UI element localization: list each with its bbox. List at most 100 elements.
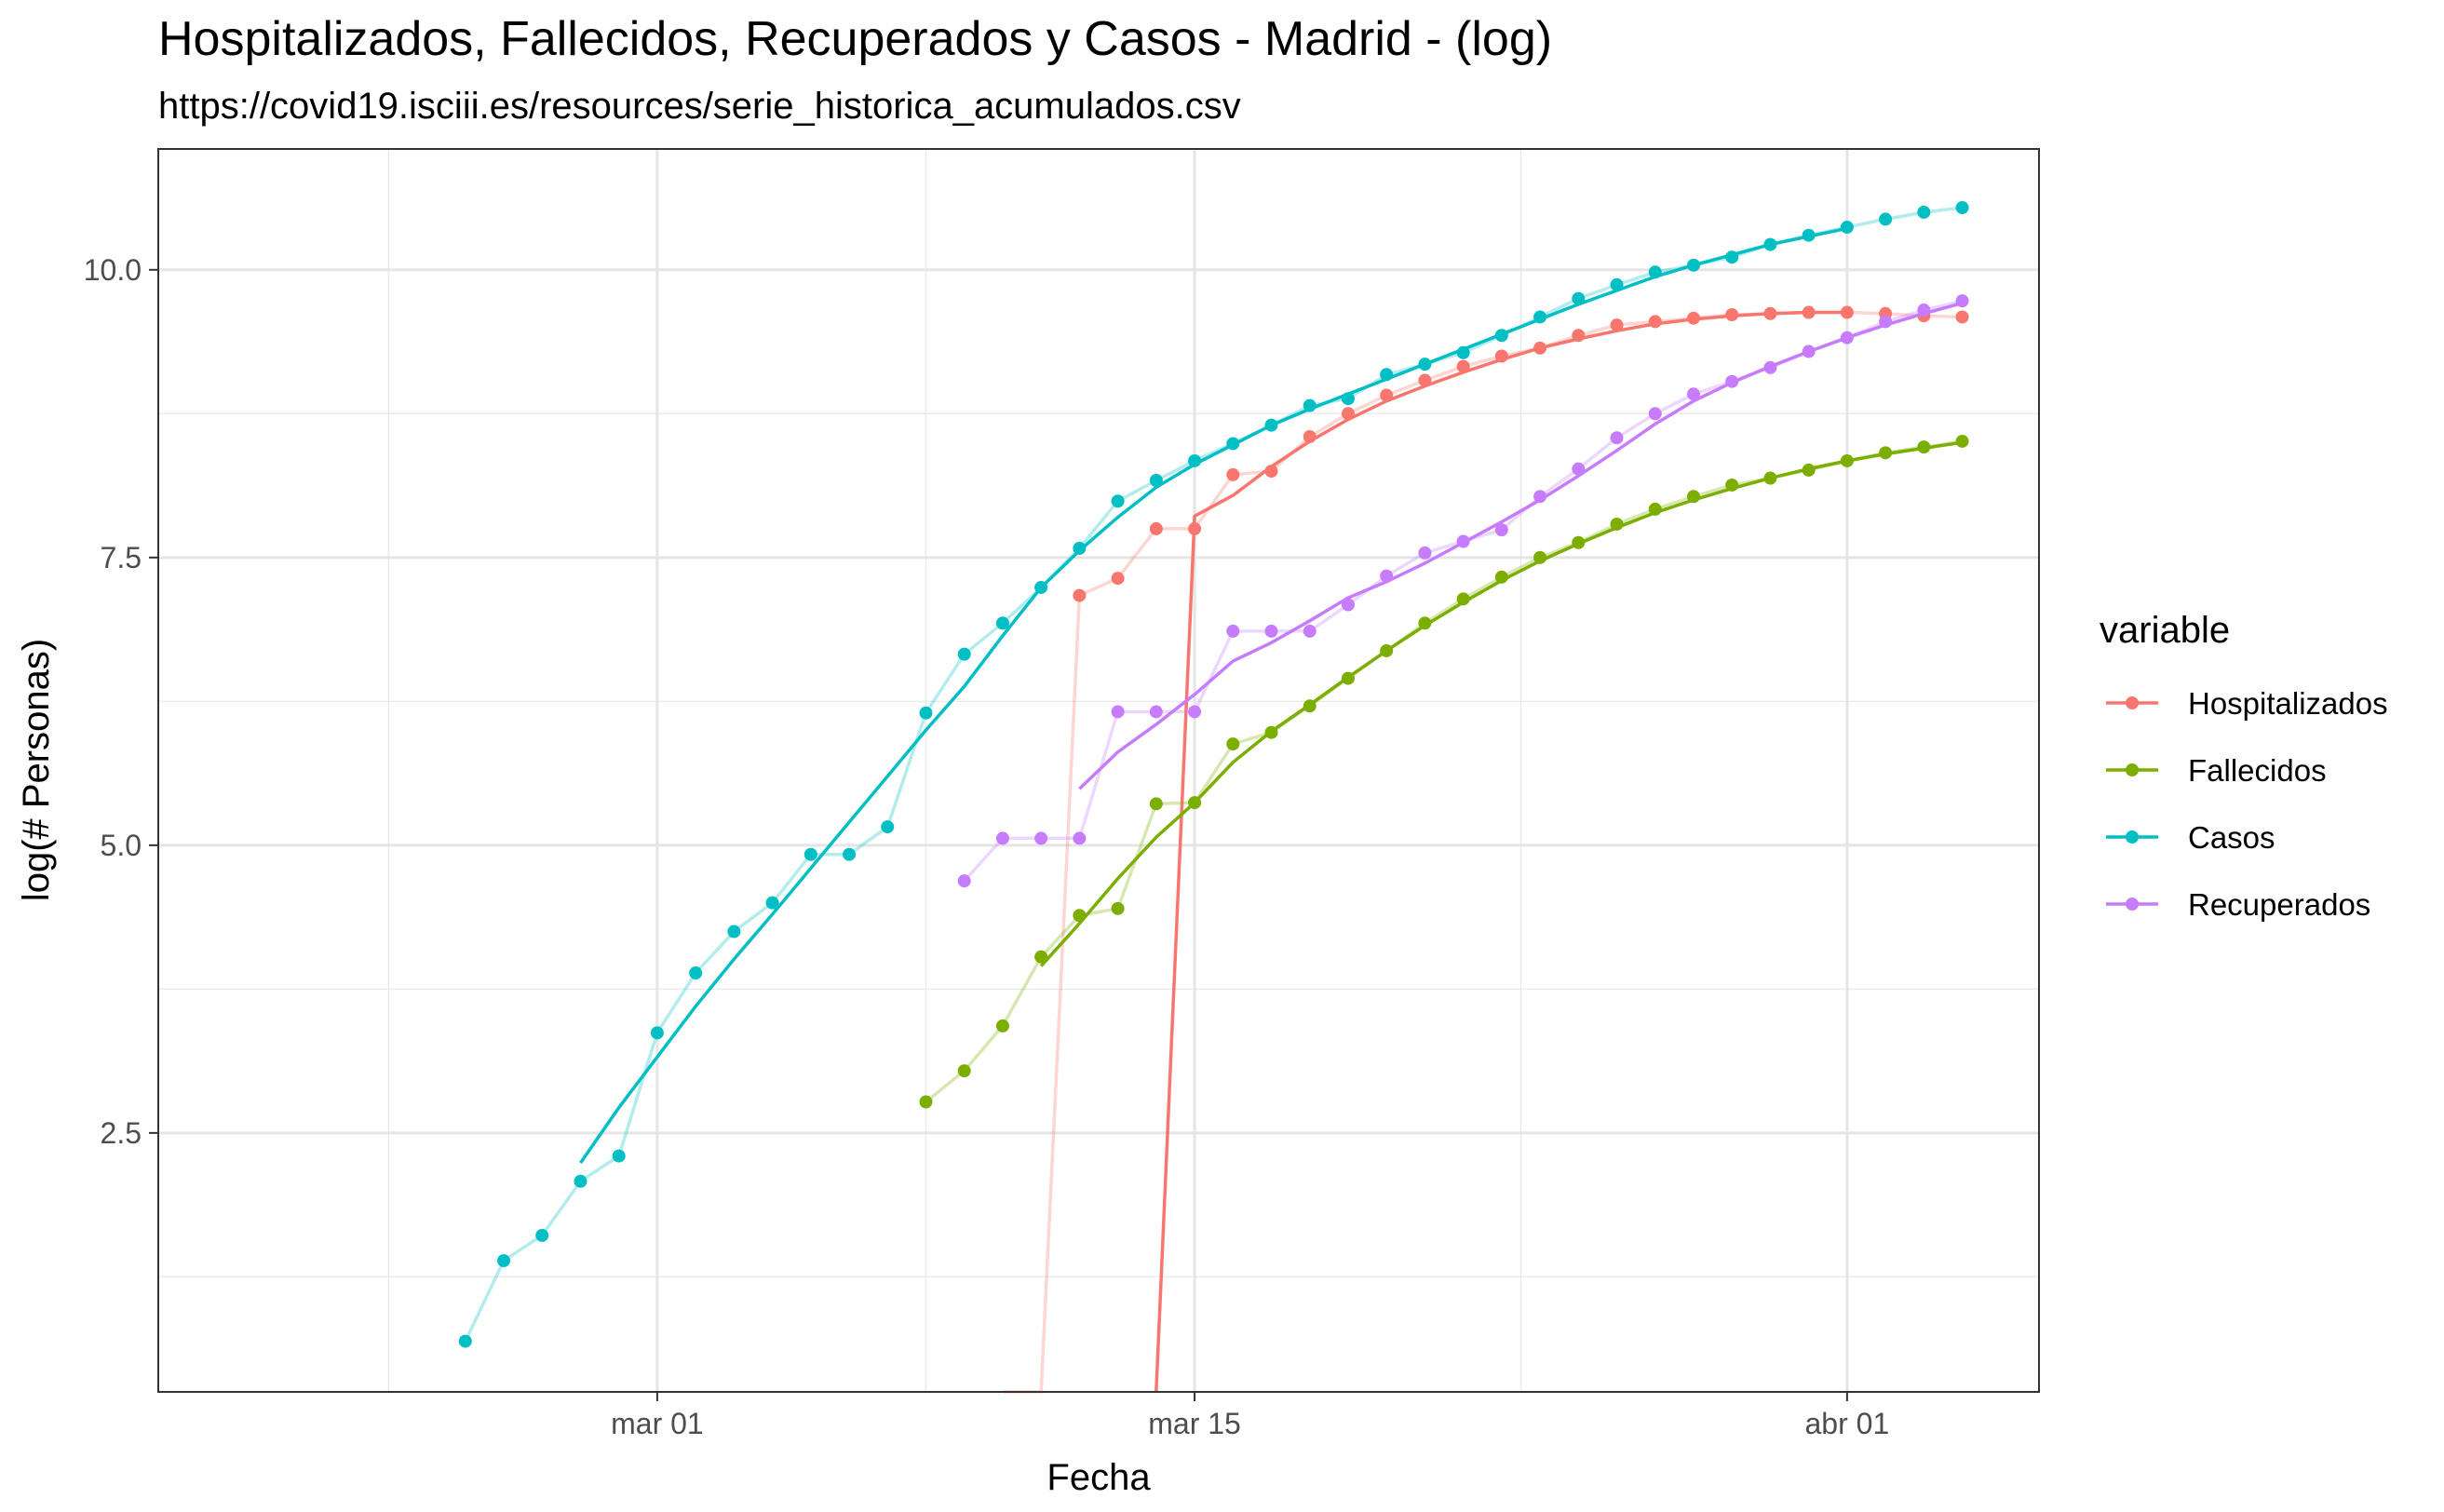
data-point-casos — [1917, 205, 1931, 219]
data-point-fallecidos — [1648, 502, 1662, 516]
data-point-casos — [1610, 277, 1624, 291]
data-point-recuperados — [1418, 546, 1432, 560]
data-point-recuperados — [1763, 360, 1777, 374]
data-point-fallecidos — [1380, 643, 1394, 657]
data-point-hospitalizados — [1533, 341, 1547, 355]
data-point-recuperados — [1917, 304, 1931, 317]
data-point-fallecidos — [995, 1019, 1009, 1033]
data-point-fallecidos — [919, 1095, 933, 1109]
data-point-recuperados — [1802, 344, 1816, 358]
data-point-recuperados — [1264, 624, 1278, 638]
series-recuperados — [957, 294, 1969, 888]
data-point-casos — [535, 1228, 549, 1242]
legend-label: Hospitalizados — [2188, 686, 2388, 721]
data-point-hospitalizados — [1763, 306, 1777, 320]
data-point-fallecidos — [1073, 909, 1087, 923]
data-point-fallecidos — [1111, 901, 1125, 915]
x-tick-label: mar 15 — [1148, 1407, 1241, 1440]
data-point-hospitalizados — [1456, 359, 1470, 373]
data-point-casos — [995, 616, 1009, 630]
legend-key-point — [2126, 763, 2139, 776]
data-point-hospitalizados — [1380, 388, 1394, 402]
data-point-casos — [803, 847, 817, 861]
data-point-hospitalizados — [1725, 308, 1739, 321]
data-point-casos — [1533, 310, 1547, 324]
data-point-casos — [1572, 291, 1586, 305]
chart-subtitle: https://covid19.isciii.es/resources/seri… — [158, 86, 1241, 127]
data-point-hospitalizados — [1955, 310, 1969, 324]
data-point-fallecidos — [1264, 725, 1278, 739]
data-point-recuperados — [1341, 598, 1355, 612]
data-point-fallecidos — [1802, 463, 1816, 477]
data-point-casos — [1686, 258, 1700, 272]
data-point-fallecidos — [1149, 797, 1163, 811]
data-point-fallecidos — [1034, 950, 1048, 964]
plot-panel-border — [157, 148, 2040, 1393]
data-point-casos — [1955, 201, 1969, 215]
data-point-casos — [1802, 228, 1816, 242]
data-point-recuperados — [1572, 462, 1586, 476]
data-point-casos — [957, 647, 971, 661]
data-point-casos — [1149, 474, 1163, 487]
data-point-casos — [1341, 392, 1355, 406]
data-point-fallecidos — [1879, 446, 1893, 460]
data-point-hospitalizados — [1226, 467, 1240, 481]
data-point-casos — [1725, 250, 1739, 264]
data-point-recuperados — [1149, 705, 1163, 719]
x-axis-title: Fecha — [1046, 1457, 1151, 1498]
data-point-casos — [1188, 453, 1202, 467]
data-point-casos — [1840, 221, 1854, 235]
x-tick-label: abr 01 — [1805, 1407, 1890, 1440]
chart-title: Hospitalizados, Fallecidos, Recuperados … — [158, 12, 1553, 66]
data-point-casos — [574, 1174, 587, 1188]
data-point-casos — [1380, 368, 1394, 382]
data-point-casos — [1494, 329, 1508, 343]
data-point-fallecidos — [1456, 592, 1470, 606]
legend-key-point — [2126, 696, 2139, 709]
data-point-recuperados — [1533, 490, 1547, 504]
data-point-hospitalizados — [1111, 572, 1125, 586]
x-tick-label: mar 01 — [611, 1407, 704, 1440]
y-tick-label: 5.0 — [101, 829, 142, 862]
data-point-fallecidos — [1188, 796, 1202, 810]
data-point-casos — [650, 1026, 664, 1040]
legend-key-point — [2126, 830, 2139, 844]
data-point-casos — [612, 1149, 626, 1163]
data-point-recuperados — [1111, 705, 1125, 719]
data-point-hospitalizados — [1418, 373, 1432, 387]
data-point-fallecidos — [1494, 570, 1508, 584]
data-point-casos — [919, 706, 933, 720]
data-point-casos — [1763, 237, 1777, 251]
data-point-casos — [843, 847, 857, 861]
data-point-casos — [1264, 418, 1278, 432]
data-point-hospitalizados — [1188, 521, 1202, 535]
data-point-casos — [1034, 580, 1048, 594]
legend: variable Hospitalizados Fallecidos Casos Re… — [2100, 610, 2388, 922]
major-gridlines — [158, 149, 2039, 1392]
data-point-recuperados — [957, 874, 971, 888]
data-point-casos — [1879, 212, 1893, 226]
legend-label: Recuperados — [2188, 887, 2370, 922]
series-trend-casos — [579, 226, 1848, 1164]
legend-item-casos: Casos — [2106, 820, 2275, 855]
data-point-casos — [458, 1334, 472, 1348]
data-point-hospitalizados — [1610, 318, 1624, 332]
legend-item-fallecidos: Fallecidos — [2106, 753, 2327, 788]
series-hospitalizados — [1002, 305, 1969, 1394]
legend-key-point — [2126, 898, 2139, 911]
data-point-fallecidos — [1226, 737, 1240, 751]
data-point-recuperados — [1303, 624, 1317, 638]
series-layer — [458, 201, 1969, 1394]
data-point-recuperados — [1686, 387, 1700, 401]
data-point-casos — [765, 896, 779, 910]
data-point-fallecidos — [1686, 490, 1700, 504]
data-point-recuperados — [1073, 831, 1087, 845]
data-point-hospitalizados — [1264, 465, 1278, 479]
data-point-casos — [727, 925, 741, 938]
data-point-fallecidos — [1955, 434, 1969, 448]
data-point-casos — [881, 820, 895, 834]
data-point-recuperados — [1494, 523, 1508, 537]
data-point-hospitalizados — [1073, 588, 1087, 602]
data-point-recuperados — [1840, 331, 1854, 344]
data-point-recuperados — [1648, 407, 1662, 421]
